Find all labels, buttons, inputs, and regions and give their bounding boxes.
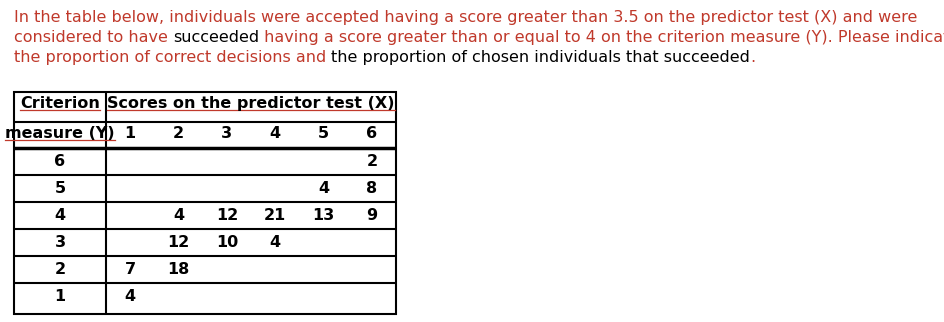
Text: 5: 5 xyxy=(317,126,329,141)
Text: 12: 12 xyxy=(215,208,238,223)
Text: succeeded: succeeded xyxy=(173,30,259,45)
Text: 2: 2 xyxy=(366,154,377,169)
Text: 18: 18 xyxy=(167,262,190,277)
Text: .: . xyxy=(750,50,754,65)
Text: 7: 7 xyxy=(125,262,136,277)
Text: having a score greater than or equal to 4 on the criterion measure (Y). Please i: having a score greater than or equal to … xyxy=(259,30,944,45)
Text: measure (Y): measure (Y) xyxy=(5,126,114,141)
Text: 3: 3 xyxy=(221,126,232,141)
Text: 4: 4 xyxy=(269,235,280,250)
Text: 1: 1 xyxy=(125,126,136,141)
Text: 21: 21 xyxy=(263,208,286,223)
Text: 6: 6 xyxy=(55,154,65,169)
Text: Criterion: Criterion xyxy=(20,96,100,111)
Text: 2: 2 xyxy=(55,262,65,277)
Text: In the table below, individuals were accepted having a score greater than 3.5 on: In the table below, individuals were acc… xyxy=(14,10,917,25)
Text: the proportion of correct decisions and: the proportion of correct decisions and xyxy=(14,50,331,65)
Text: 6: 6 xyxy=(366,126,377,141)
Text: 2: 2 xyxy=(173,126,184,141)
Text: 12: 12 xyxy=(167,235,190,250)
Text: considered to have: considered to have xyxy=(14,30,173,45)
Text: 4: 4 xyxy=(317,181,329,196)
Text: 1: 1 xyxy=(55,289,65,304)
Bar xyxy=(14,92,396,314)
Text: Scores on the predictor test (X): Scores on the predictor test (X) xyxy=(107,96,395,111)
Text: 4: 4 xyxy=(55,208,65,223)
Text: 10: 10 xyxy=(215,235,238,250)
Text: 13: 13 xyxy=(312,208,334,223)
Text: 4: 4 xyxy=(269,126,280,141)
Text: 8: 8 xyxy=(366,181,377,196)
Text: 3: 3 xyxy=(55,235,65,250)
Text: 9: 9 xyxy=(366,208,377,223)
Text: 4: 4 xyxy=(125,289,136,304)
Text: 5: 5 xyxy=(55,181,65,196)
Text: 4: 4 xyxy=(173,208,184,223)
Text: the proportion of chosen individuals that succeeded: the proportion of chosen individuals tha… xyxy=(331,50,750,65)
